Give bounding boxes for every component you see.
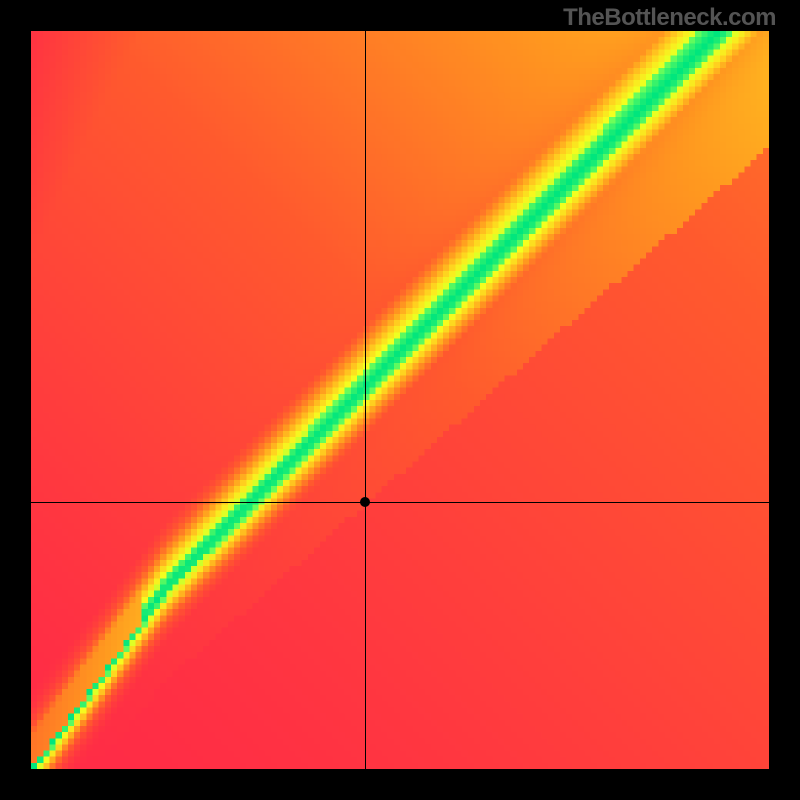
bottleneck-heatmap [31, 31, 769, 769]
chart-container: TheBottleneck.com [0, 0, 800, 800]
crosshair-vertical [365, 31, 366, 769]
watermark-text: TheBottleneck.com [563, 4, 776, 32]
crosshair-horizontal [31, 502, 769, 503]
